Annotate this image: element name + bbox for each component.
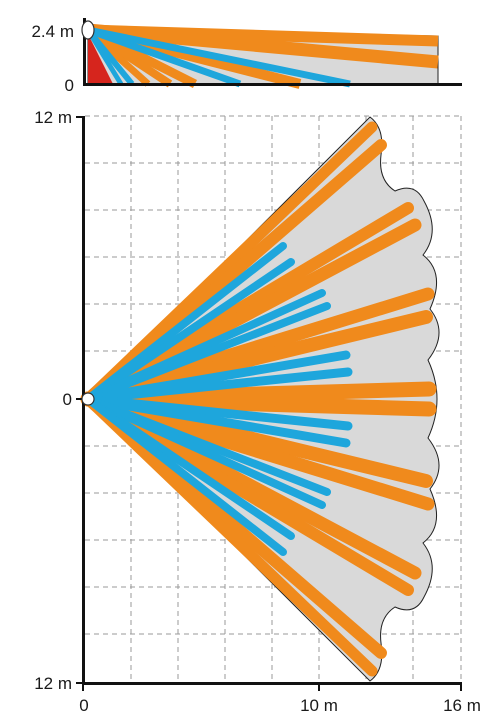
sensor-top-icon xyxy=(81,392,95,406)
side-red-zone xyxy=(88,34,113,84)
tick-10m xyxy=(318,684,320,691)
x-label-0: 0 xyxy=(79,696,88,715)
x-label-10m: 10 m xyxy=(300,696,338,715)
side-ground-line xyxy=(84,83,462,86)
side-y-zero-label: 0 xyxy=(65,76,74,95)
top-y-bottom-label: 12 m xyxy=(34,674,72,693)
top-blue-beams xyxy=(83,242,353,556)
tick-y-top xyxy=(76,116,83,118)
sensor-side-icon xyxy=(81,20,95,40)
x-label-16m: 16 m xyxy=(443,696,481,715)
top-y-top-label: 12 m xyxy=(34,108,72,127)
tick-0 xyxy=(82,684,84,691)
top-y-mid-label: 0 xyxy=(63,390,72,409)
tick-16m xyxy=(460,684,462,691)
tick-y-mid xyxy=(76,398,83,400)
top-x-axis xyxy=(82,682,462,685)
side-y-max-label: 2.4 m xyxy=(31,22,74,41)
side-wall-line xyxy=(83,18,86,86)
side-blue-beams xyxy=(85,26,351,88)
side-view: 2.4 m 0 xyxy=(31,18,462,95)
tick-y-bottom xyxy=(76,682,83,684)
top-view: 12 m 0 12 m 0 10 m 16 m xyxy=(34,108,481,715)
